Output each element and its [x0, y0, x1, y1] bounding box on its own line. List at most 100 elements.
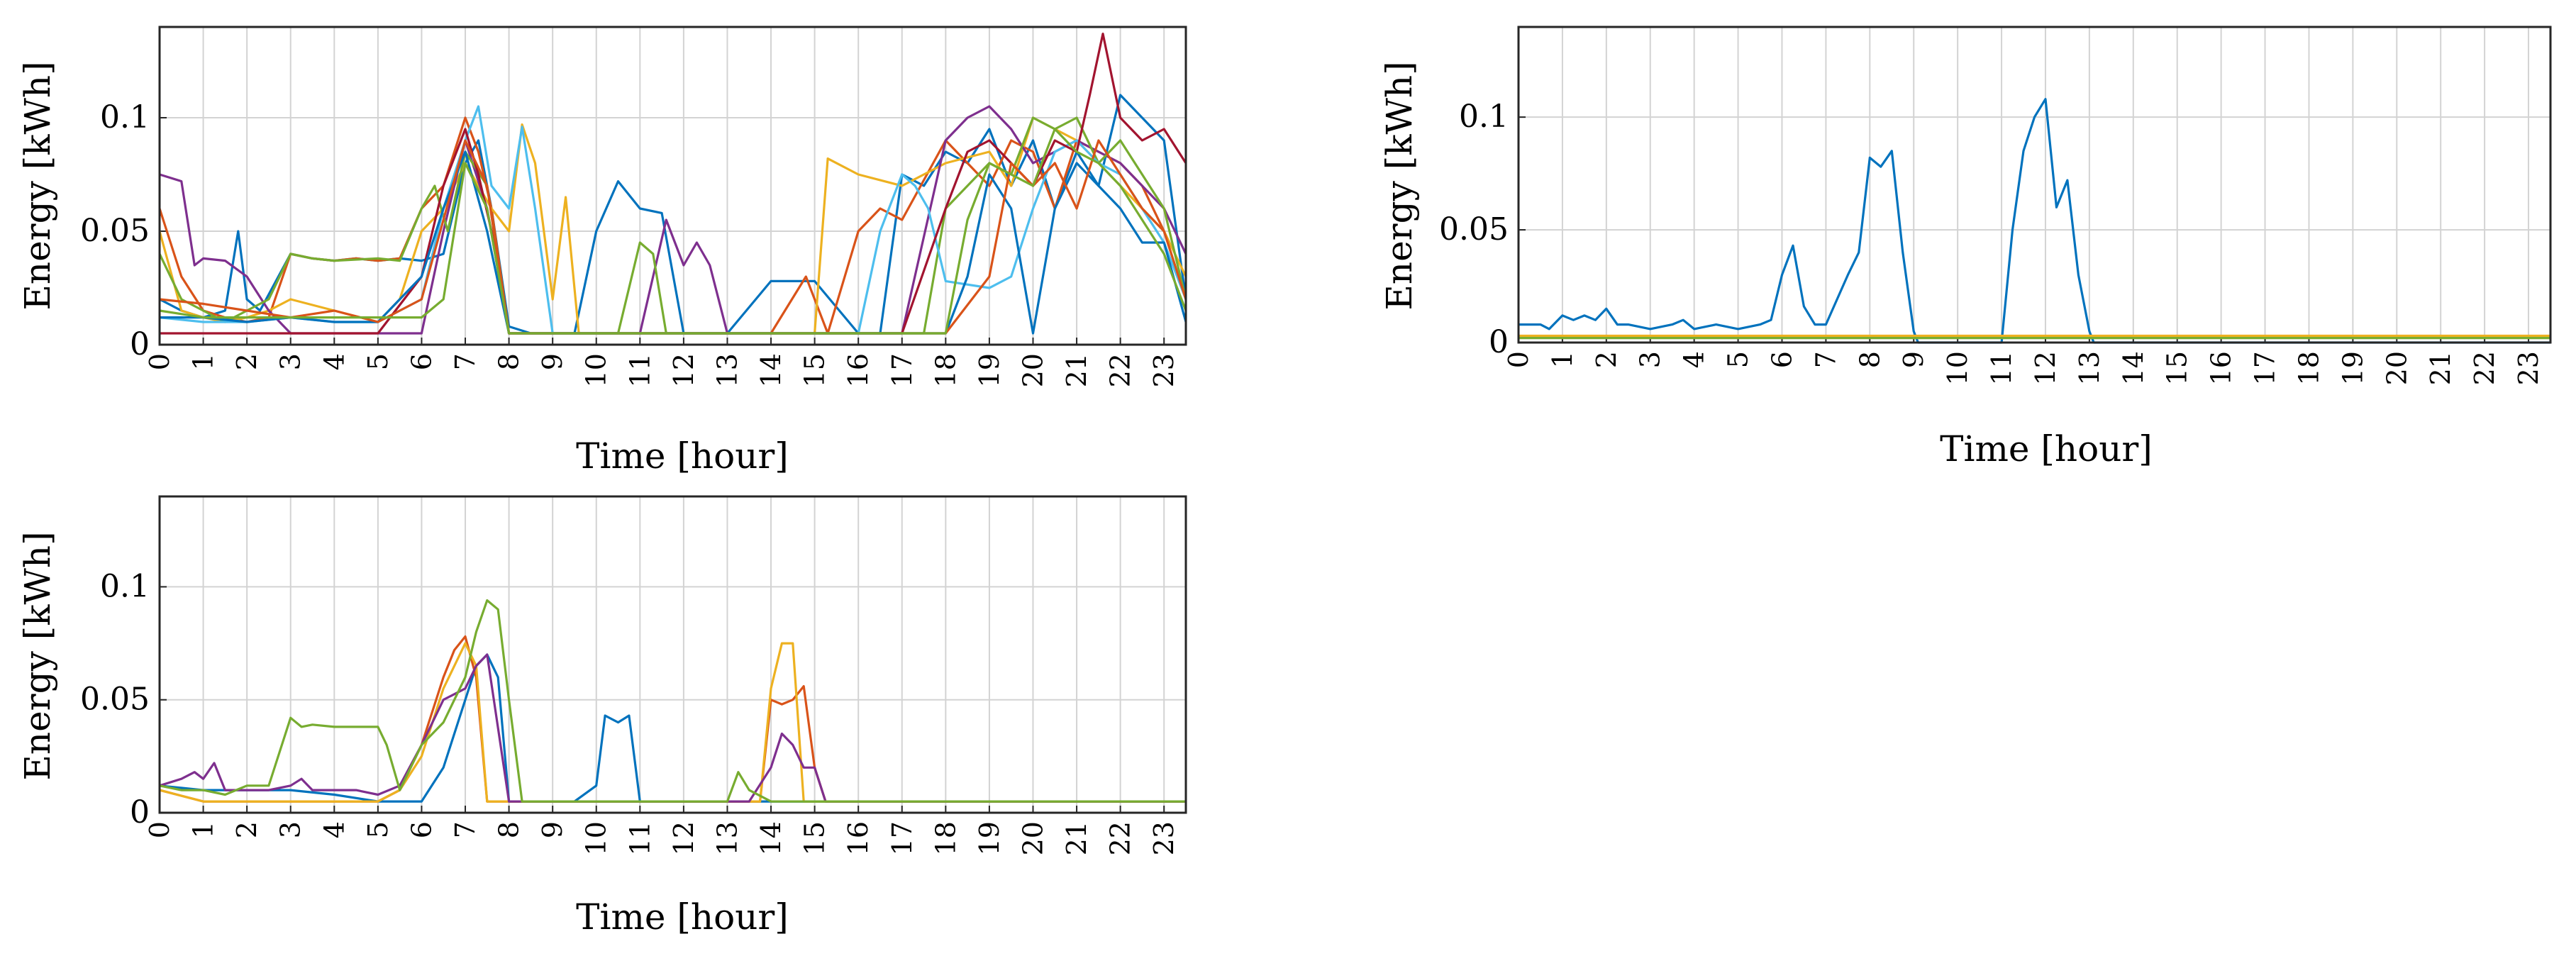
x-tick-label: 18 — [930, 353, 961, 387]
y-tick-label: 0.1 — [100, 99, 150, 135]
x-tick-label: 22 — [1105, 821, 1136, 855]
x-tick-label: 9 — [537, 353, 568, 370]
x-tick-label: 16 — [843, 821, 874, 855]
series-line — [158, 116, 1187, 335]
x-tick-label: 5 — [362, 353, 394, 370]
x-tick-label: 18 — [930, 821, 961, 855]
plot-frame — [158, 495, 1187, 814]
x-tick-label: 12 — [668, 353, 699, 387]
series-line — [159, 128, 1187, 335]
y-axis-label: Energy [kWh] — [17, 531, 58, 780]
x-tick-label: 1 — [188, 353, 219, 370]
x-tick-label: 14 — [755, 353, 787, 387]
plot-area — [160, 496, 1186, 813]
plot-area — [1519, 27, 2550, 343]
x-tick-label: 7 — [450, 821, 481, 838]
x-tick-label: 19 — [2337, 351, 2368, 385]
x-axis-label: Time [hour] — [576, 435, 789, 477]
x-tick-label: 15 — [2162, 351, 2193, 385]
chart-panel-top-left: 0 1 2 3 4 5 6 7 8 9 10 11 12 13 14 15 16 17 18 19 20 21 22 23 0 0… — [0, 0, 1248, 482]
x-tick-label: 7 — [1810, 351, 1841, 368]
x-tick-label: 20 — [1017, 821, 1048, 855]
x-tick-label: 11 — [624, 353, 655, 387]
x-tick-label: 19 — [974, 353, 1005, 387]
y-tick-label: 0.05 — [80, 682, 150, 718]
x-tick-label: 14 — [755, 821, 787, 855]
x-tick-label: 19 — [974, 821, 1005, 855]
x-axis-label: Time [hour] — [576, 896, 789, 938]
chart-panel-top-right: 0 1 2 3 4 5 6 7 8 9 10 11 12 13 14 15 16 17 18 19 20 21 22 23 0 0… — [1369, 0, 2576, 482]
chart-top-left: 0 1 2 3 4 5 6 7 8 9 10 11 12 13 14 15 16 17 18 19 20 21 22 2300… — [17, 26, 1187, 477]
x-tick-label: 20 — [1017, 353, 1048, 387]
chart-panel-bottom-left: 0 1 2 3 4 5 6 7 8 9 10 11 12 13 14 15 16 17 18 19 20 21 22 23 0 0… — [0, 468, 1248, 956]
series-line — [1519, 98, 2550, 344]
y-tick-label: 0 — [130, 326, 150, 362]
chart-bottom-left: 0 1 2 3 4 5 6 7 8 9 10 11 12 13 14 15 16 17 18 19 20 21 22 2300… — [17, 495, 1187, 938]
x-tick-label: 8 — [494, 821, 525, 838]
x-tick-label: 5 — [362, 821, 394, 838]
x-tick-label: 3 — [275, 821, 306, 838]
x-tick-label: 22 — [2469, 351, 2500, 385]
x-tick-label: 2 — [231, 353, 262, 370]
x-tick-label: 4 — [1679, 351, 1710, 368]
x-tick-label: 21 — [2425, 351, 2456, 385]
x-tick-label: 0 — [1503, 351, 1534, 368]
y-axis-label: Energy [kWh] — [1379, 61, 1420, 310]
x-tick-label: 23 — [1148, 821, 1179, 855]
y-axis-label: Energy [kWh] — [17, 61, 58, 310]
x-tick-label: 17 — [887, 821, 918, 855]
series-line — [159, 105, 1187, 335]
x-tick-label: 7 — [450, 353, 481, 370]
x-tick-label: 17 — [887, 353, 918, 387]
x-tick-label: 21 — [1061, 353, 1092, 387]
x-tick-label: 12 — [668, 821, 699, 855]
x-tick-label: 12 — [2030, 351, 2061, 385]
x-tick-label: 20 — [2381, 351, 2412, 385]
y-tick-label: 0.05 — [1439, 211, 1509, 248]
x-tick-label: 11 — [624, 821, 655, 855]
x-tick-label: 6 — [1766, 351, 1797, 368]
x-tick-label: 8 — [494, 353, 525, 370]
x-tick-label: 4 — [318, 821, 350, 838]
x-tick-label: 3 — [1635, 351, 1666, 368]
y-tick-label: 0 — [130, 794, 150, 830]
x-tick-label: 17 — [2250, 351, 2281, 385]
chart-top-right: 0 1 2 3 4 5 6 7 8 9 10 11 12 13 14 15 16 17 18 19 20 21 22 2300… — [1379, 26, 2552, 469]
x-tick-label: 15 — [799, 821, 831, 855]
y-tick-label: 0.1 — [1459, 99, 1509, 135]
x-tick-label: 6 — [406, 821, 437, 838]
x-axis-label: Time [hour] — [1940, 428, 2153, 469]
x-tick-label: 9 — [537, 821, 568, 838]
x-tick-label: 15 — [799, 353, 831, 387]
x-tick-label: 16 — [843, 353, 874, 387]
x-tick-label: 10 — [581, 353, 612, 387]
y-tick-label: 0 — [1489, 324, 1509, 360]
x-tick-label: 2 — [1591, 351, 1622, 368]
x-tick-label: 0 — [144, 353, 175, 370]
x-tick-label: 9 — [1898, 351, 1929, 368]
x-tick-label: 23 — [1148, 353, 1179, 387]
x-tick-label: 14 — [2118, 351, 2149, 385]
y-tick-label: 0.05 — [80, 213, 150, 249]
plot-area — [160, 27, 1186, 345]
x-tick-label: 21 — [1061, 821, 1092, 855]
x-tick-label: 13 — [711, 353, 743, 387]
y-tick-label: 0.1 — [100, 568, 150, 604]
x-tick-label: 2 — [231, 821, 262, 838]
x-tick-label: 16 — [2206, 351, 2237, 385]
plot-frame — [1517, 26, 2552, 344]
x-tick-label: 22 — [1105, 353, 1136, 387]
x-tick-label: 1 — [1547, 351, 1578, 368]
x-tick-label: 3 — [275, 353, 306, 370]
x-tick-label: 10 — [581, 821, 612, 855]
x-tick-label: 4 — [318, 353, 350, 370]
x-tick-label: 23 — [2513, 351, 2544, 385]
x-tick-label: 1 — [188, 821, 219, 838]
series-line — [159, 599, 1186, 803]
x-tick-label: 18 — [2293, 351, 2324, 385]
x-tick-label: 6 — [406, 353, 437, 370]
x-tick-label: 10 — [1942, 351, 1973, 385]
plot-frame — [158, 26, 1187, 346]
x-tick-label: 8 — [1854, 351, 1885, 368]
x-tick-label: 0 — [144, 821, 175, 838]
